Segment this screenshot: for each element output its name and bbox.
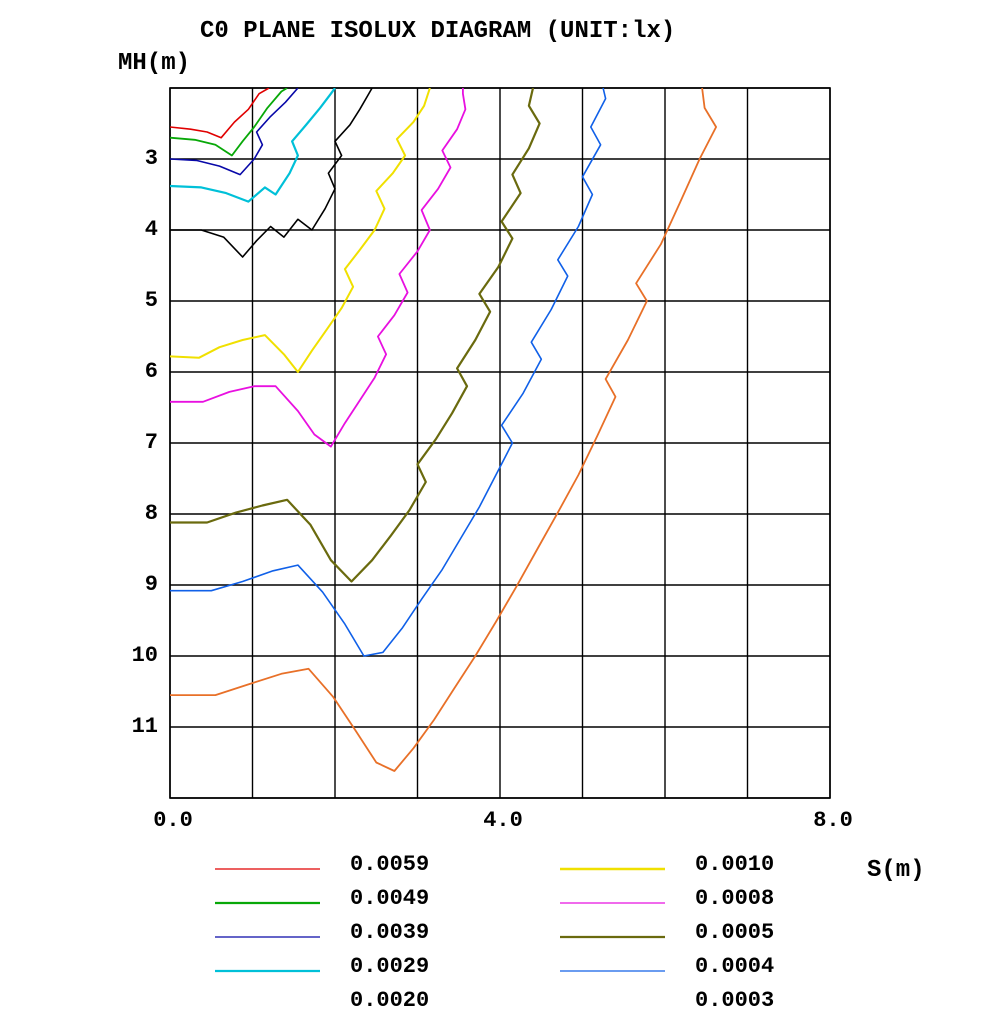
x-tick-label: 4.0 [478,808,528,833]
legend-label: 0.0008 [695,886,774,911]
y-tick-label: 6 [145,359,158,384]
x-tick-label: 8.0 [808,808,858,833]
legend-label: 0.0039 [350,920,429,945]
legend-label: 0.0003 [695,988,774,1013]
contour-line [170,88,540,582]
legend-label: 0.0005 [695,920,774,945]
legend-label: 0.0049 [350,886,429,911]
contour-line [170,88,465,447]
contour-line [170,88,372,257]
y-tick-label: 11 [132,714,158,739]
y-tick-label: 5 [145,288,158,313]
contour-line [170,88,298,175]
legend-label: 0.0020 [350,988,429,1013]
y-tick-label: 4 [145,217,158,242]
legend-label: 0.0029 [350,954,429,979]
legend-label: 0.0004 [695,954,774,979]
x-tick-label: 0.0 [148,808,198,833]
y-tick-label: 7 [145,430,158,455]
y-tick-label: 9 [145,572,158,597]
legend-label: 0.0059 [350,852,429,877]
contour-line [170,88,287,156]
y-tick-label: 10 [132,643,158,668]
y-tick-label: 3 [145,146,158,171]
y-tick-label: 8 [145,501,158,526]
legend-label: 0.0010 [695,852,774,877]
contour-line [170,88,269,138]
